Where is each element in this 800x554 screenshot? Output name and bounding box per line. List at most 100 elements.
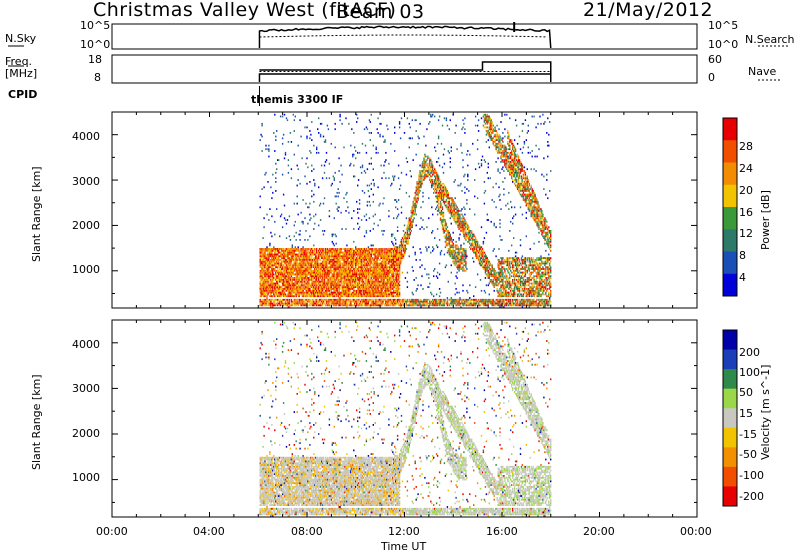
power-cell — [328, 162, 331, 165]
power-cell — [373, 269, 375, 272]
power-cell — [315, 286, 317, 288]
power-cell — [367, 268, 370, 270]
power-cell — [364, 300, 367, 303]
power-cell — [368, 275, 371, 278]
power-cell — [264, 289, 266, 292]
power-cell — [394, 248, 396, 250]
power-cell — [308, 300, 310, 303]
power-cell — [370, 273, 372, 276]
power-cell — [317, 257, 319, 259]
power-cell — [340, 271, 342, 274]
power-cell — [332, 242, 334, 245]
power-cell — [375, 264, 377, 267]
power-cell — [382, 135, 384, 138]
power-cell — [365, 264, 368, 267]
power-cell — [335, 269, 337, 272]
power-cell — [288, 288, 291, 290]
power-cell — [334, 251, 336, 254]
power-cell — [323, 302, 326, 305]
power-cell — [414, 211, 416, 214]
power-cell — [259, 269, 261, 272]
power-cell — [332, 249, 334, 252]
power-cell — [355, 257, 357, 259]
power-cell — [286, 280, 289, 283]
power-cell — [381, 257, 383, 259]
power-cell — [357, 300, 360, 303]
power-cell — [312, 260, 314, 263]
power-cell — [284, 284, 287, 287]
power-cell — [344, 300, 346, 303]
power-cell — [367, 282, 370, 285]
power-cell — [265, 255, 267, 258]
power-cell — [377, 275, 379, 278]
power-cell — [356, 284, 358, 287]
power-cell — [355, 253, 357, 256]
power-cell — [354, 262, 356, 265]
power-cell — [343, 275, 345, 278]
power-cell — [268, 259, 270, 261]
power-cell — [367, 246, 370, 249]
power-cell — [334, 269, 336, 272]
power-cell — [282, 248, 285, 250]
power-cell — [375, 282, 377, 285]
power-cell — [437, 188, 440, 190]
power-cell — [337, 300, 339, 303]
power-cell — [289, 268, 292, 270]
power-cell — [269, 242, 271, 245]
power-cell — [341, 302, 343, 305]
power-cell — [339, 295, 341, 298]
power-cell — [429, 161, 431, 163]
power-cell — [425, 161, 427, 163]
power-cell — [338, 275, 340, 278]
power-cell — [288, 298, 291, 301]
power-cell — [262, 269, 264, 272]
power-cell — [366, 253, 369, 256]
power-cell — [324, 259, 327, 261]
power-cell — [296, 253, 298, 256]
power-cell — [316, 275, 318, 278]
power-cell — [333, 217, 335, 220]
power-cell — [394, 237, 396, 239]
power-cell — [379, 293, 381, 296]
power-cell — [388, 291, 390, 294]
power-cell — [307, 279, 309, 281]
power-cell — [379, 291, 381, 294]
power-cell — [381, 286, 383, 288]
power-cell — [303, 280, 305, 283]
power-cell — [270, 293, 272, 296]
power-cell — [320, 262, 323, 265]
power-cell — [357, 271, 359, 274]
power-cell — [303, 251, 305, 254]
power-cell — [282, 277, 285, 279]
power-cell — [320, 122, 323, 125]
power-cell — [372, 200, 374, 203]
power-cell — [301, 280, 303, 283]
power-cell — [357, 282, 360, 285]
power-cell — [270, 289, 272, 292]
power-cell — [357, 208, 359, 210]
power-cell — [357, 298, 360, 301]
power-cell — [335, 304, 337, 307]
power-cell — [393, 288, 395, 290]
power-cell — [364, 268, 367, 270]
power-cell — [322, 268, 325, 270]
power-cell — [351, 300, 353, 303]
power-cell — [282, 268, 285, 270]
power-cell — [305, 295, 307, 298]
power-cell — [316, 268, 318, 270]
power-cell — [385, 286, 387, 288]
power-cell — [367, 289, 370, 292]
power-cell — [367, 295, 370, 298]
power-cell — [349, 291, 351, 294]
power-cell — [368, 300, 371, 303]
power-cell — [302, 291, 304, 294]
power-cell — [355, 262, 357, 265]
power-cell — [433, 166, 435, 169]
power-cell — [377, 268, 379, 270]
power-cell — [344, 253, 346, 256]
power-cell — [343, 304, 345, 307]
power-cell — [323, 262, 326, 265]
power-cell — [377, 277, 379, 279]
power-cell — [311, 262, 313, 265]
power-cell — [292, 268, 294, 270]
